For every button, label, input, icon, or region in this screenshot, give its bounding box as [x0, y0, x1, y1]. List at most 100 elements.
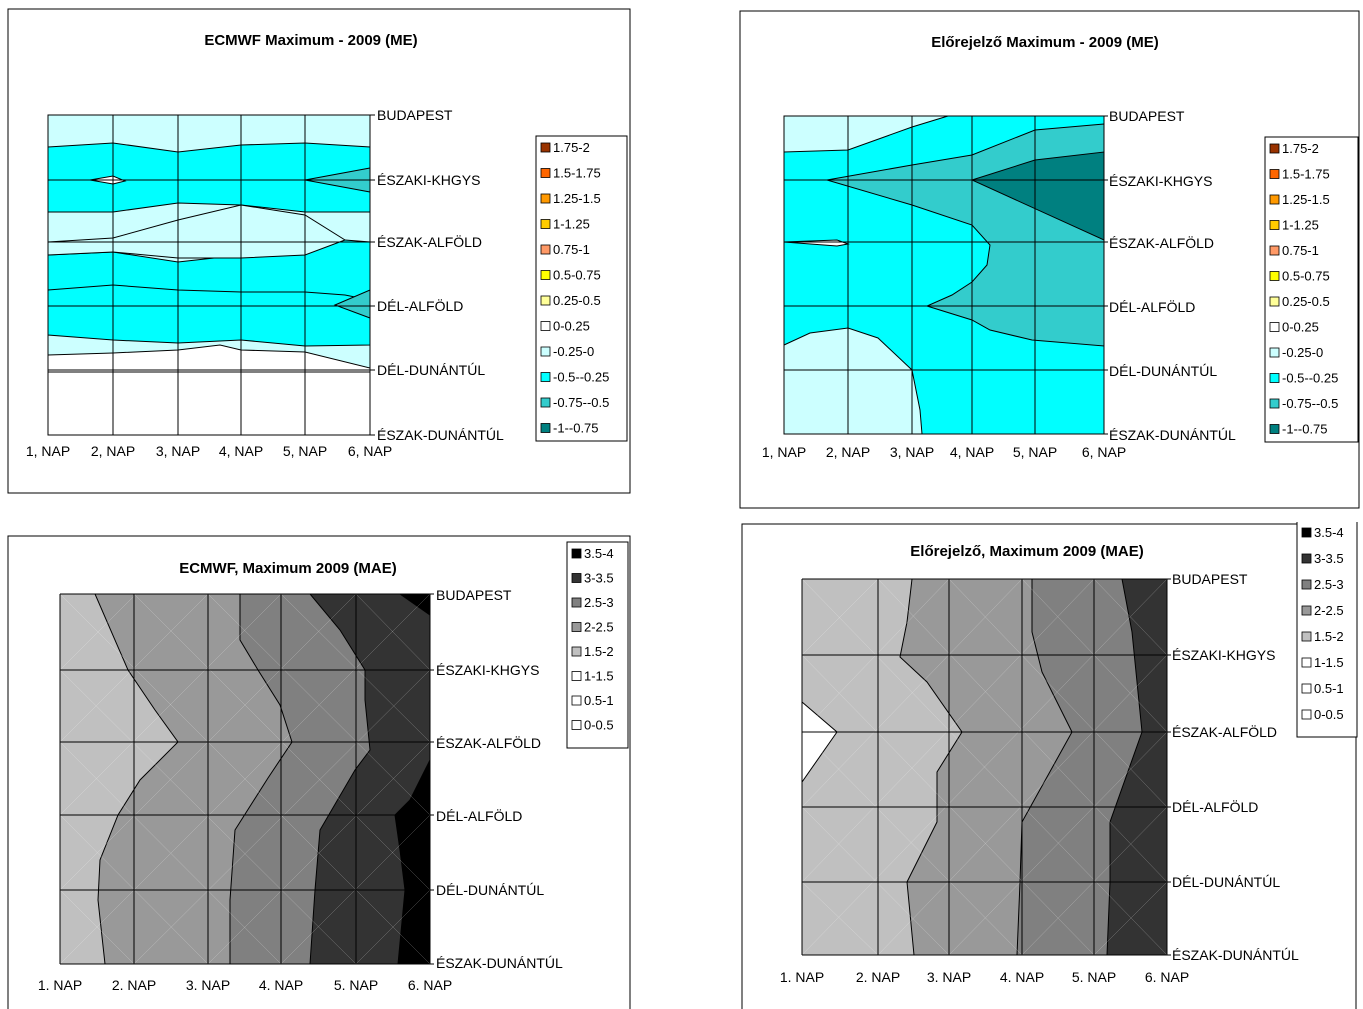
legend-swatch — [1269, 398, 1280, 409]
y-tick-labels: BUDAPEST ÉSZAKI-KHGYS ÉSZAK-ALFÖLD DÉL-A… — [377, 107, 504, 443]
x-tick-labels: 1. NAP 2. NAP 3. NAP 4. NAP 5. NAP 6. NA… — [780, 969, 1189, 985]
grid-lines — [47, 114, 375, 436]
legend-label: -0.5--0.25 — [553, 370, 609, 385]
legend-label: 1.75-2 — [1282, 141, 1319, 156]
grid-lines — [59, 593, 434, 965]
legend-swatch — [1269, 143, 1280, 154]
y-tick-label: ÉSZAK-ALFÖLD — [377, 233, 482, 250]
y-tick-label: ÉSZAKI-KHGYS — [1109, 173, 1212, 189]
legend-swatch — [1301, 657, 1312, 668]
band-light-eszak — [47, 204, 347, 259]
x-tick-label: 2. NAP — [856, 969, 900, 985]
y-tick-label: ÉSZAK-DUNÁNTÚL — [377, 427, 504, 443]
legend: 3.5-4 3-3.5 2.5-3 2-2.5 1.5-2 1-1.5 0.5-1 0-0.5 — [1296, 522, 1358, 738]
legend-label: 1.5-2 — [1314, 629, 1344, 644]
legend-label: -0.25-0 — [1282, 345, 1323, 360]
y-tick-label: ÉSZAK-ALFÖLD — [1109, 234, 1214, 251]
chart-elorejelzo-mae: Előrejelző, Maximum 2009 (MAE) BUDAPEST — [741, 522, 1358, 1009]
legend-label: 1.25-1.5 — [553, 191, 601, 206]
legend-label: 1.5-1.75 — [1282, 167, 1330, 182]
legend-swatch — [571, 573, 582, 583]
legend-label: 1.25-1.5 — [1282, 192, 1330, 207]
y-tick-label: ÉSZAK-ALFÖLD — [1172, 723, 1277, 740]
x-tick-label: 3. NAP — [927, 969, 971, 985]
x-tick-label: 4, NAP — [950, 444, 994, 460]
legend-label: 1-1.25 — [1282, 218, 1319, 233]
legend-label: 0.5-0.75 — [553, 268, 601, 283]
legend-label: 2.5-3 — [1314, 577, 1344, 592]
legend-label: 1.5-1.75 — [553, 166, 601, 181]
y-tick-label: BUDAPEST — [1109, 108, 1185, 124]
grid-lines — [801, 578, 1171, 956]
y-tick-label: DÉL-DUNÁNTÚL — [436, 882, 544, 898]
y-tick-label: DÉL-DUNÁNTÚL — [1172, 874, 1280, 890]
legend-swatch — [1269, 169, 1280, 179]
x-tick-label: 5. NAP — [1072, 969, 1116, 985]
contour-bands — [783, 115, 1105, 435]
legend-swatch — [540, 423, 551, 433]
y-tick-label: DÉL-ALFÖLD — [1109, 298, 1195, 315]
legend-label: 0.75-1 — [553, 242, 590, 257]
chart-ecmwf-mae: ECMWF, Maximum 2009 (MAE) BUDAPEST — [7, 535, 631, 1009]
legend: 1.75-2 1.5-1.75 1.25-1.5 1-1.25 0.75-1 0.5-0.… — [535, 135, 628, 442]
legend-label: 2.5-3 — [584, 595, 614, 610]
y-tick-labels: BUDAPEST ÉSZAKI-KHGYS ÉSZAK-ALFÖLD DÉL-A… — [1109, 108, 1236, 443]
y-tick-labels: BUDAPEST ÉSZAKI-KHGYS ÉSZAK-ALFÖLD DÉL-A… — [436, 587, 563, 971]
legend-swatch — [571, 720, 582, 730]
legend: 1.75-2 1.5-1.75 1.25-1.5 1-1.25 0.75-1 0.5-0.… — [1264, 136, 1359, 443]
legend-label: 3.5-4 — [1314, 525, 1344, 540]
legend-label: 0.75-1 — [1282, 243, 1319, 258]
legend-swatch — [1301, 527, 1312, 538]
chart-elorejelzo-me: Előrejelző Maximum - 2009 (ME) BUDAPEST … — [739, 10, 1360, 509]
legend-label: 0-0.5 — [1314, 707, 1344, 722]
legend-label: 1.75-2 — [553, 140, 590, 155]
chart-title: ECMWF Maximum - 2009 (ME) — [204, 32, 417, 49]
legend-label: -0.75--0.5 — [1282, 396, 1338, 411]
legend-swatch — [1301, 605, 1312, 616]
band-white-mid — [47, 344, 371, 373]
legend-swatch — [540, 321, 551, 331]
x-tick-label: 2, NAP — [91, 443, 135, 459]
y-tick-label: ÉSZAKI-KHGYS — [1172, 647, 1275, 663]
legend-swatch — [1301, 553, 1312, 564]
legend-swatch — [1269, 424, 1280, 434]
legend-swatch — [571, 622, 582, 632]
legend-box — [1264, 136, 1359, 443]
x-tick-label: 2, NAP — [826, 444, 870, 460]
x-tick-label: 3. NAP — [186, 977, 230, 993]
legend-swatch — [540, 244, 551, 255]
y-tick-label: DÉL-DUNÁNTÚL — [377, 362, 485, 378]
x-tick-label: 1. NAP — [38, 977, 82, 993]
chart-title: Előrejelző, Maximum 2009 (MAE) — [910, 543, 1143, 560]
x-tick-labels: 1, NAP 2, NAP 3, NAP 4, NAP 5, NAP 6, NA… — [762, 444, 1126, 460]
legend-label: -0.5--0.25 — [1282, 371, 1338, 386]
y-tick-label: ÉSZAK-DUNÁNTÚL — [436, 955, 563, 971]
x-tick-label: 5, NAP — [283, 443, 327, 459]
legend-label: 3-3.5 — [584, 571, 614, 586]
legend-swatch — [1269, 296, 1280, 307]
y-tick-labels: BUDAPEST ÉSZAKI-KHGYS ÉSZAK-ALFÖLD DÉL-A… — [1172, 571, 1299, 963]
x-tick-label: 1. NAP — [780, 969, 824, 985]
y-tick-label: ÉSZAKI-KHGYS — [377, 172, 480, 188]
legend-swatch — [540, 219, 551, 229]
legend-swatch — [1301, 683, 1312, 694]
y-tick-label: BUDAPEST — [436, 587, 512, 603]
legend-swatch — [571, 671, 582, 681]
y-tick-label: ÉSZAK-DUNÁNTÚL — [1109, 427, 1236, 443]
legend-label: 1-1.5 — [584, 669, 614, 684]
y-tick-label: DÉL-ALFÖLD — [377, 297, 463, 314]
contour-bands — [801, 578, 1168, 956]
x-tick-labels: 1, NAP 2, NAP 3, NAP 4, NAP 5, NAP 6, NA… — [26, 443, 392, 459]
legend-swatch — [571, 695, 582, 706]
legend-swatch — [1301, 631, 1312, 642]
chart-border — [7, 535, 631, 1009]
contour-bands — [47, 114, 371, 436]
legend-label: -0.75--0.5 — [553, 395, 609, 410]
legend-swatch — [540, 372, 551, 382]
legend-label: -1--0.75 — [1282, 422, 1328, 437]
y-tick-label: DÉL-ALFÖLD — [1172, 798, 1258, 815]
legend-swatch — [1269, 194, 1280, 205]
band-cyan-3 — [47, 284, 371, 347]
y-tick-label: DÉL-DUNÁNTÚL — [1109, 363, 1217, 379]
legend-label: 0.5-0.75 — [1282, 269, 1330, 284]
